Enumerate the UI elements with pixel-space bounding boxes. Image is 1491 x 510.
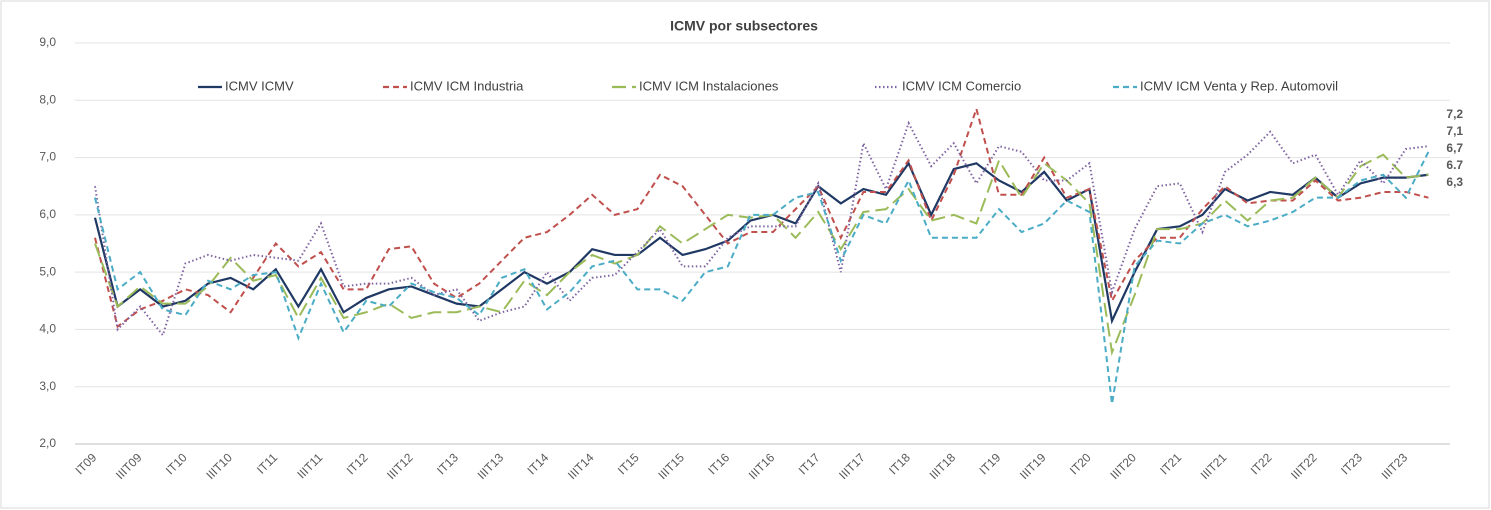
end-label: 6,3	[1446, 175, 1463, 189]
end-label: 6,7	[1446, 141, 1463, 155]
end-label: 7,2	[1446, 107, 1463, 121]
y-tick-label: 3,0	[39, 379, 56, 393]
series-line	[94, 105, 1429, 329]
series-line	[94, 120, 1429, 338]
legend-label: ICMV ICM Venta y Rep. Automovil	[1140, 78, 1338, 93]
end-label: 6.7	[1446, 158, 1463, 172]
legend-label: ICMV ICM Instalaciones	[639, 78, 779, 93]
end-label: 7,1	[1446, 124, 1463, 138]
legend-label: ICMV ICMV	[225, 78, 294, 93]
y-tick-label: 2,0	[39, 436, 56, 450]
y-tick-label: 9,0	[39, 35, 56, 49]
legend-label: ICMV ICM Comercio	[902, 78, 1021, 93]
y-tick-label: 6,0	[39, 207, 56, 221]
y-tick-label: 4,0	[39, 322, 56, 336]
legend-label: ICMV ICM Industria	[410, 78, 524, 93]
series-line	[93, 161, 1429, 325]
y-tick-label: 5,0	[39, 264, 56, 278]
y-tick-label: 8,0	[39, 92, 56, 106]
chart-title: ICMV por subsectores	[670, 18, 818, 34]
series-line	[94, 151, 1430, 405]
y-tick-label: 7,0	[39, 150, 56, 164]
